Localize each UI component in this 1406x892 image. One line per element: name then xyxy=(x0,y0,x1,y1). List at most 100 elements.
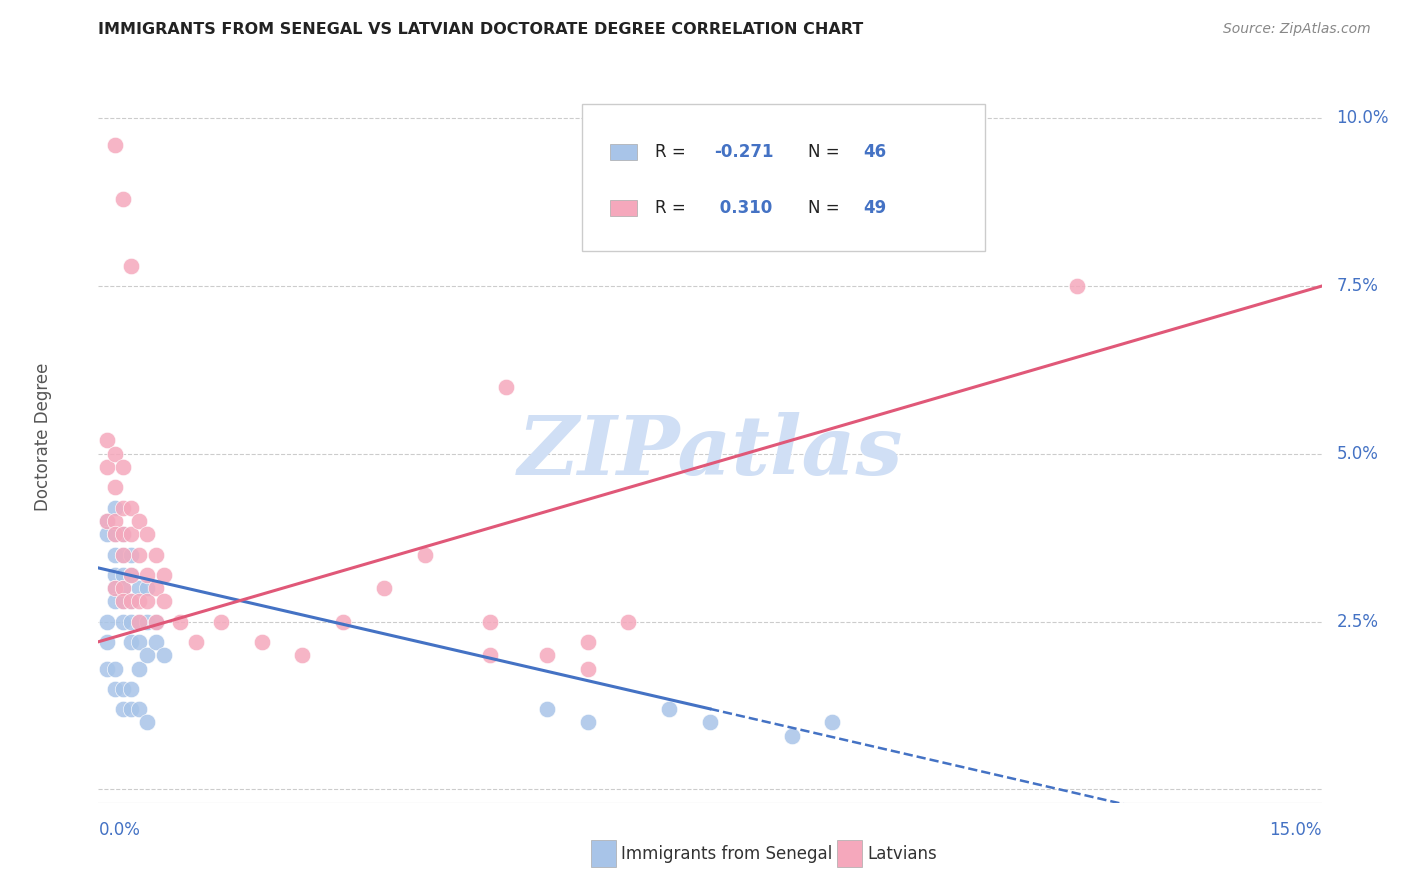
Point xyxy=(576,634,599,648)
Point xyxy=(536,702,558,716)
Text: 49: 49 xyxy=(863,199,886,217)
Point xyxy=(576,662,599,676)
Point xyxy=(128,702,150,716)
Text: Latvians: Latvians xyxy=(868,845,938,863)
FancyBboxPatch shape xyxy=(582,104,986,251)
Point xyxy=(136,567,159,582)
Point xyxy=(145,581,167,595)
Point xyxy=(495,380,517,394)
FancyBboxPatch shape xyxy=(610,145,637,161)
Point xyxy=(186,634,208,648)
Point xyxy=(104,581,127,595)
Point xyxy=(96,514,118,528)
Text: 7.5%: 7.5% xyxy=(1336,277,1378,295)
Text: -0.271: -0.271 xyxy=(714,144,773,161)
Text: 10.0%: 10.0% xyxy=(1336,110,1389,128)
Point xyxy=(128,548,150,562)
Point xyxy=(111,567,134,582)
Point xyxy=(120,634,142,648)
Point xyxy=(145,615,167,629)
Point xyxy=(104,594,127,608)
Point xyxy=(120,594,142,608)
Text: 15.0%: 15.0% xyxy=(1270,821,1322,839)
Point xyxy=(104,514,127,528)
Point xyxy=(104,447,127,461)
Point xyxy=(617,615,640,629)
Point xyxy=(128,594,150,608)
Point xyxy=(536,648,558,662)
Point xyxy=(104,527,127,541)
Point xyxy=(136,648,159,662)
Point xyxy=(136,594,159,608)
Point xyxy=(104,527,127,541)
Point xyxy=(120,527,142,541)
Point xyxy=(145,634,167,648)
Point xyxy=(128,514,150,528)
Point xyxy=(145,548,167,562)
Text: 0.310: 0.310 xyxy=(714,199,772,217)
Point xyxy=(120,681,142,696)
Point xyxy=(128,662,150,676)
Point xyxy=(104,500,127,515)
Point xyxy=(111,192,134,206)
Point xyxy=(332,615,354,629)
Point xyxy=(136,527,159,541)
Point xyxy=(152,567,174,582)
Point xyxy=(291,648,314,662)
Point xyxy=(209,615,232,629)
Text: IMMIGRANTS FROM SENEGAL VS LATVIAN DOCTORATE DEGREE CORRELATION CHART: IMMIGRANTS FROM SENEGAL VS LATVIAN DOCTO… xyxy=(98,22,863,37)
Point xyxy=(96,662,118,676)
Point xyxy=(111,581,134,595)
Point xyxy=(250,634,273,648)
Point xyxy=(128,634,150,648)
FancyBboxPatch shape xyxy=(610,200,637,216)
Point xyxy=(96,634,118,648)
Point xyxy=(658,702,681,716)
Point xyxy=(111,527,134,541)
Point xyxy=(780,729,803,743)
Text: 46: 46 xyxy=(863,144,886,161)
Point xyxy=(111,702,134,716)
Point xyxy=(120,500,142,515)
Point xyxy=(120,567,142,582)
Point xyxy=(96,434,118,448)
Point xyxy=(413,548,436,562)
Point xyxy=(120,548,142,562)
Point xyxy=(120,259,142,273)
Text: ZIPatlas: ZIPatlas xyxy=(517,412,903,491)
Point xyxy=(136,581,159,595)
Point xyxy=(136,715,159,730)
Point xyxy=(111,681,134,696)
Point xyxy=(96,527,118,541)
Point xyxy=(120,615,142,629)
Point xyxy=(96,460,118,475)
Point xyxy=(576,715,599,730)
Text: N =: N = xyxy=(808,144,845,161)
Point xyxy=(128,615,150,629)
Point xyxy=(152,648,174,662)
Text: 2.5%: 2.5% xyxy=(1336,613,1378,631)
Point xyxy=(699,715,721,730)
Point xyxy=(104,681,127,696)
Point xyxy=(104,662,127,676)
Point xyxy=(1066,279,1088,293)
Point xyxy=(120,594,142,608)
Point xyxy=(96,514,118,528)
Point xyxy=(111,594,134,608)
Text: R =: R = xyxy=(655,199,690,217)
Text: Immigrants from Senegal: Immigrants from Senegal xyxy=(621,845,832,863)
Point xyxy=(120,702,142,716)
Text: N =: N = xyxy=(808,199,845,217)
Point xyxy=(111,594,134,608)
Point xyxy=(821,715,844,730)
Text: 5.0%: 5.0% xyxy=(1336,445,1378,463)
Point xyxy=(478,615,501,629)
Text: R =: R = xyxy=(655,144,690,161)
Point xyxy=(111,548,134,562)
Point xyxy=(111,460,134,475)
Point xyxy=(111,500,134,515)
Point xyxy=(128,581,150,595)
Point xyxy=(111,548,134,562)
Point xyxy=(145,615,167,629)
Point xyxy=(478,648,501,662)
